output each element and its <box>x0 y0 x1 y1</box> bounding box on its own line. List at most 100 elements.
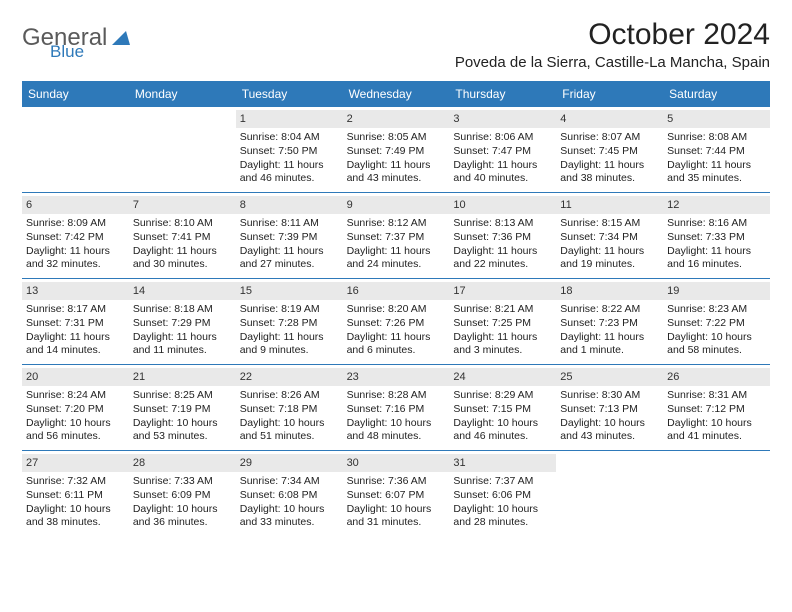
sunset-text: Sunset: 6:11 PM <box>26 489 125 503</box>
dow-header: Wednesday <box>343 82 450 106</box>
sunrise-text: Sunrise: 7:34 AM <box>240 475 339 489</box>
calendar-cell: 3Sunrise: 8:06 AMSunset: 7:47 PMDaylight… <box>449 106 556 192</box>
calendar-grid: SundayMondayTuesdayWednesdayThursdayFrid… <box>22 81 770 536</box>
calendar-cell: 5Sunrise: 8:08 AMSunset: 7:44 PMDaylight… <box>663 106 770 192</box>
day-number: 13 <box>22 282 129 300</box>
daylight-text: Daylight: 10 hours and 38 minutes. <box>26 503 125 530</box>
daylight-text: Daylight: 10 hours and 36 minutes. <box>133 503 232 530</box>
daylight-text: Daylight: 11 hours and 6 minutes. <box>347 331 446 358</box>
sunset-text: Sunset: 7:25 PM <box>453 317 552 331</box>
day-number: 21 <box>129 368 236 386</box>
daylight-text: Daylight: 11 hours and 40 minutes. <box>453 159 552 186</box>
day-number: 22 <box>236 368 343 386</box>
calendar-cell: 18Sunrise: 8:22 AMSunset: 7:23 PMDayligh… <box>556 278 663 364</box>
sunrise-text: Sunrise: 8:12 AM <box>347 217 446 231</box>
daylight-text: Daylight: 11 hours and 38 minutes. <box>560 159 659 186</box>
daylight-text: Daylight: 11 hours and 46 minutes. <box>240 159 339 186</box>
daylight-text: Daylight: 11 hours and 43 minutes. <box>347 159 446 186</box>
day-number: 14 <box>129 282 236 300</box>
day-number: 8 <box>236 196 343 214</box>
sunrise-text: Sunrise: 8:15 AM <box>560 217 659 231</box>
calendar-cell: 8Sunrise: 8:11 AMSunset: 7:39 PMDaylight… <box>236 192 343 278</box>
brand-sub <box>109 31 130 47</box>
sunrise-text: Sunrise: 8:07 AM <box>560 131 659 145</box>
calendar-cell <box>556 450 663 536</box>
day-number: 29 <box>236 454 343 472</box>
sunrise-text: Sunrise: 8:25 AM <box>133 389 232 403</box>
sunset-text: Sunset: 7:12 PM <box>667 403 766 417</box>
sunset-text: Sunset: 7:18 PM <box>240 403 339 417</box>
calendar-cell: 16Sunrise: 8:20 AMSunset: 7:26 PMDayligh… <box>343 278 450 364</box>
location-text: Poveda de la Sierra, Castille-La Mancha,… <box>455 54 770 71</box>
calendar-cell: 14Sunrise: 8:18 AMSunset: 7:29 PMDayligh… <box>129 278 236 364</box>
sunset-text: Sunset: 7:23 PM <box>560 317 659 331</box>
daylight-text: Daylight: 11 hours and 19 minutes. <box>560 245 659 272</box>
title-block: October 2024 Poveda de la Sierra, Castil… <box>455 18 770 71</box>
day-number: 10 <box>449 196 556 214</box>
page-header: General October 2024 Poveda de la Sierra… <box>22 18 770 71</box>
sunset-text: Sunset: 6:08 PM <box>240 489 339 503</box>
sunset-text: Sunset: 7:33 PM <box>667 231 766 245</box>
calendar-cell: 1Sunrise: 8:04 AMSunset: 7:50 PMDaylight… <box>236 106 343 192</box>
day-number: 28 <box>129 454 236 472</box>
day-number: 24 <box>449 368 556 386</box>
sunrise-text: Sunrise: 8:05 AM <box>347 131 446 145</box>
day-number <box>663 454 770 458</box>
dow-header: Friday <box>556 82 663 106</box>
day-number: 5 <box>663 110 770 128</box>
sunset-text: Sunset: 7:34 PM <box>560 231 659 245</box>
sunrise-text: Sunrise: 8:11 AM <box>240 217 339 231</box>
sunset-text: Sunset: 7:13 PM <box>560 403 659 417</box>
sunset-text: Sunset: 7:20 PM <box>26 403 125 417</box>
sunset-text: Sunset: 7:26 PM <box>347 317 446 331</box>
daylight-text: Daylight: 10 hours and 51 minutes. <box>240 417 339 444</box>
sunrise-text: Sunrise: 8:29 AM <box>453 389 552 403</box>
sunrise-text: Sunrise: 7:33 AM <box>133 475 232 489</box>
day-number: 23 <box>343 368 450 386</box>
sunset-text: Sunset: 7:47 PM <box>453 145 552 159</box>
dow-header: Saturday <box>663 82 770 106</box>
day-number: 9 <box>343 196 450 214</box>
day-number: 12 <box>663 196 770 214</box>
calendar-cell: 27Sunrise: 7:32 AMSunset: 6:11 PMDayligh… <box>22 450 129 536</box>
day-number <box>22 110 129 114</box>
daylight-text: Daylight: 10 hours and 48 minutes. <box>347 417 446 444</box>
sunset-text: Sunset: 7:36 PM <box>453 231 552 245</box>
sunset-text: Sunset: 7:31 PM <box>26 317 125 331</box>
sunset-text: Sunset: 7:44 PM <box>667 145 766 159</box>
daylight-text: Daylight: 11 hours and 32 minutes. <box>26 245 125 272</box>
day-number: 4 <box>556 110 663 128</box>
daylight-text: Daylight: 10 hours and 56 minutes. <box>26 417 125 444</box>
sunrise-text: Sunrise: 8:19 AM <box>240 303 339 317</box>
sunset-text: Sunset: 7:28 PM <box>240 317 339 331</box>
daylight-text: Daylight: 10 hours and 28 minutes. <box>453 503 552 530</box>
calendar-cell: 4Sunrise: 8:07 AMSunset: 7:45 PMDaylight… <box>556 106 663 192</box>
calendar-cell: 15Sunrise: 8:19 AMSunset: 7:28 PMDayligh… <box>236 278 343 364</box>
dow-header: Tuesday <box>236 82 343 106</box>
daylight-text: Daylight: 11 hours and 30 minutes. <box>133 245 232 272</box>
daylight-text: Daylight: 10 hours and 43 minutes. <box>560 417 659 444</box>
sunrise-text: Sunrise: 8:13 AM <box>453 217 552 231</box>
sunrise-text: Sunrise: 8:04 AM <box>240 131 339 145</box>
day-number: 26 <box>663 368 770 386</box>
calendar-cell: 17Sunrise: 8:21 AMSunset: 7:25 PMDayligh… <box>449 278 556 364</box>
daylight-text: Daylight: 11 hours and 1 minute. <box>560 331 659 358</box>
sunrise-text: Sunrise: 8:08 AM <box>667 131 766 145</box>
sunrise-text: Sunrise: 8:26 AM <box>240 389 339 403</box>
sunrise-text: Sunrise: 8:24 AM <box>26 389 125 403</box>
day-number: 17 <box>449 282 556 300</box>
sunset-text: Sunset: 7:15 PM <box>453 403 552 417</box>
dow-header: Monday <box>129 82 236 106</box>
sunset-text: Sunset: 6:07 PM <box>347 489 446 503</box>
calendar-cell: 25Sunrise: 8:30 AMSunset: 7:13 PMDayligh… <box>556 364 663 450</box>
sunrise-text: Sunrise: 8:28 AM <box>347 389 446 403</box>
sunset-text: Sunset: 7:41 PM <box>133 231 232 245</box>
calendar-cell: 2Sunrise: 8:05 AMSunset: 7:49 PMDaylight… <box>343 106 450 192</box>
day-number: 25 <box>556 368 663 386</box>
day-number: 20 <box>22 368 129 386</box>
month-title: October 2024 <box>455 18 770 52</box>
sunrise-text: Sunrise: 8:23 AM <box>667 303 766 317</box>
daylight-text: Daylight: 11 hours and 14 minutes. <box>26 331 125 358</box>
calendar-cell: 23Sunrise: 8:28 AMSunset: 7:16 PMDayligh… <box>343 364 450 450</box>
sunrise-text: Sunrise: 8:06 AM <box>453 131 552 145</box>
